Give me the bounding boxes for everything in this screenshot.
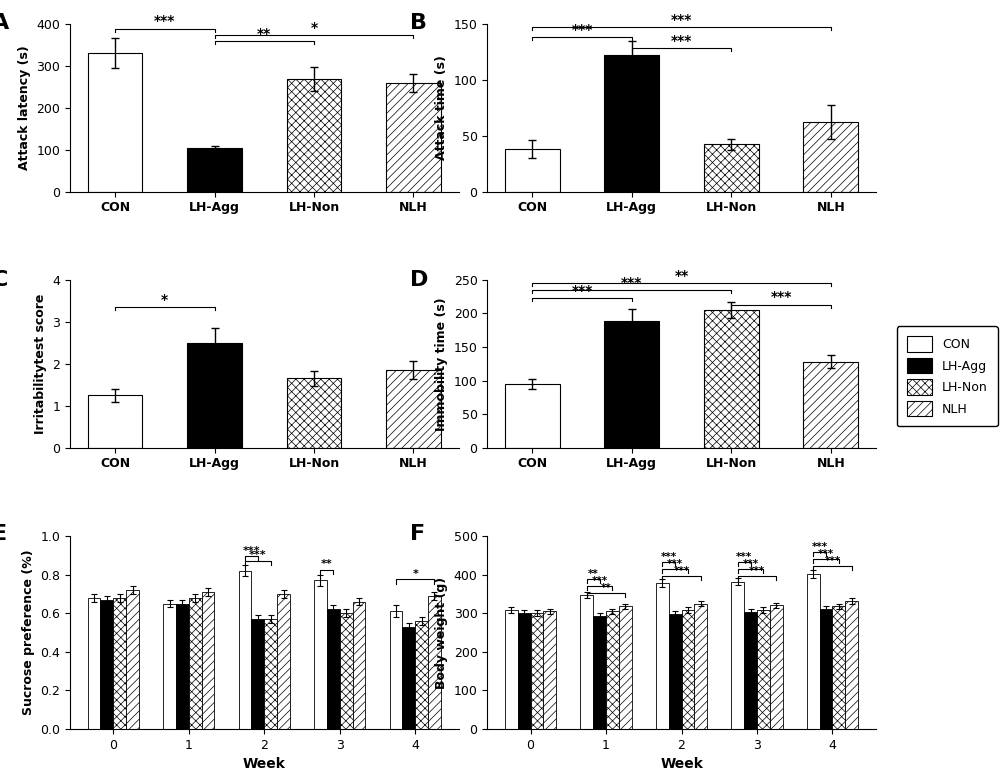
Text: ***: *** xyxy=(812,542,828,552)
Bar xyxy=(803,122,858,191)
Text: ***: *** xyxy=(671,13,692,27)
Text: ***: *** xyxy=(249,550,267,561)
Bar xyxy=(390,612,402,729)
Y-axis label: Attack latency (s): Attack latency (s) xyxy=(18,45,31,170)
Text: *: * xyxy=(310,20,318,34)
Bar xyxy=(163,604,176,729)
Bar xyxy=(803,361,858,448)
Bar xyxy=(604,55,659,191)
Bar xyxy=(340,613,353,729)
Bar xyxy=(327,609,340,729)
Y-axis label: Body weight (g): Body weight (g) xyxy=(435,576,448,688)
Bar xyxy=(505,384,560,448)
Bar xyxy=(176,604,189,729)
Bar xyxy=(287,79,341,191)
Text: ***: *** xyxy=(818,549,834,559)
Text: *: * xyxy=(161,292,168,307)
Text: ***: *** xyxy=(749,566,765,575)
Bar xyxy=(757,610,770,729)
Legend: CON, LH-Agg, LH-Non, NLH: CON, LH-Agg, LH-Non, NLH xyxy=(897,326,998,426)
Text: ***: *** xyxy=(673,566,690,575)
Bar xyxy=(202,592,214,729)
Bar xyxy=(832,606,845,729)
Bar xyxy=(606,612,619,729)
Bar xyxy=(744,612,757,729)
Text: ***: *** xyxy=(661,552,677,562)
Bar xyxy=(187,343,242,448)
Text: ***: *** xyxy=(824,556,841,566)
Bar xyxy=(731,582,744,729)
Bar xyxy=(619,606,632,729)
Bar xyxy=(251,619,264,729)
Text: ***: *** xyxy=(571,284,593,298)
Text: C: C xyxy=(0,270,9,289)
Text: ***: *** xyxy=(743,559,759,569)
Bar xyxy=(704,144,759,191)
Bar xyxy=(402,626,415,729)
Text: B: B xyxy=(410,13,427,34)
Bar xyxy=(531,613,543,729)
Text: **: ** xyxy=(601,583,611,593)
Text: F: F xyxy=(410,524,425,544)
Text: ***: *** xyxy=(667,559,683,569)
Text: **: ** xyxy=(674,269,689,283)
Bar xyxy=(113,597,126,729)
Bar xyxy=(807,574,820,729)
Text: E: E xyxy=(0,524,7,544)
Bar xyxy=(264,619,277,729)
Y-axis label: Immobility time (s): Immobility time (s) xyxy=(435,297,448,430)
Text: **: ** xyxy=(588,569,599,579)
X-axis label: Week: Week xyxy=(243,757,286,771)
Bar xyxy=(656,583,669,729)
Bar xyxy=(353,601,365,729)
Bar xyxy=(428,596,441,729)
Bar xyxy=(239,571,251,729)
Bar xyxy=(187,148,242,191)
Text: ***: *** xyxy=(671,34,692,48)
Bar xyxy=(820,608,832,729)
Y-axis label: Sucrose preference (%): Sucrose preference (%) xyxy=(22,550,35,715)
Text: ***: *** xyxy=(154,14,175,28)
Bar xyxy=(770,605,783,729)
Text: **: ** xyxy=(321,559,333,569)
Text: ***: *** xyxy=(592,575,608,586)
Bar xyxy=(88,395,142,448)
Bar xyxy=(669,614,682,729)
Bar xyxy=(314,580,327,729)
Bar xyxy=(88,53,142,191)
Bar xyxy=(704,310,759,448)
Bar xyxy=(415,621,428,729)
Bar xyxy=(287,379,341,448)
Text: D: D xyxy=(410,270,428,289)
Bar xyxy=(593,616,606,729)
Text: ***: *** xyxy=(736,552,752,562)
Bar xyxy=(505,149,560,191)
Text: ***: *** xyxy=(621,276,642,290)
Text: *: * xyxy=(412,569,418,579)
Text: A: A xyxy=(0,13,10,34)
Text: ***: *** xyxy=(243,546,260,556)
Bar xyxy=(505,610,518,729)
Bar xyxy=(386,370,441,448)
Y-axis label: Attack time (s): Attack time (s) xyxy=(435,55,448,160)
Bar xyxy=(543,612,556,729)
Bar xyxy=(88,597,100,729)
Bar xyxy=(604,321,659,448)
Bar xyxy=(100,600,113,729)
Bar xyxy=(386,83,441,191)
Text: ***: *** xyxy=(770,290,792,304)
Bar xyxy=(126,590,139,729)
Bar xyxy=(277,594,290,729)
Bar xyxy=(845,601,858,729)
Text: ***: *** xyxy=(571,23,593,37)
Bar xyxy=(189,597,202,729)
Bar xyxy=(518,613,531,729)
Text: **: ** xyxy=(257,27,271,41)
Bar xyxy=(694,604,707,729)
Bar xyxy=(580,594,593,729)
Y-axis label: Irritabilitytest score: Irritabilitytest score xyxy=(34,293,47,434)
X-axis label: Week: Week xyxy=(660,757,703,771)
Bar xyxy=(682,610,694,729)
